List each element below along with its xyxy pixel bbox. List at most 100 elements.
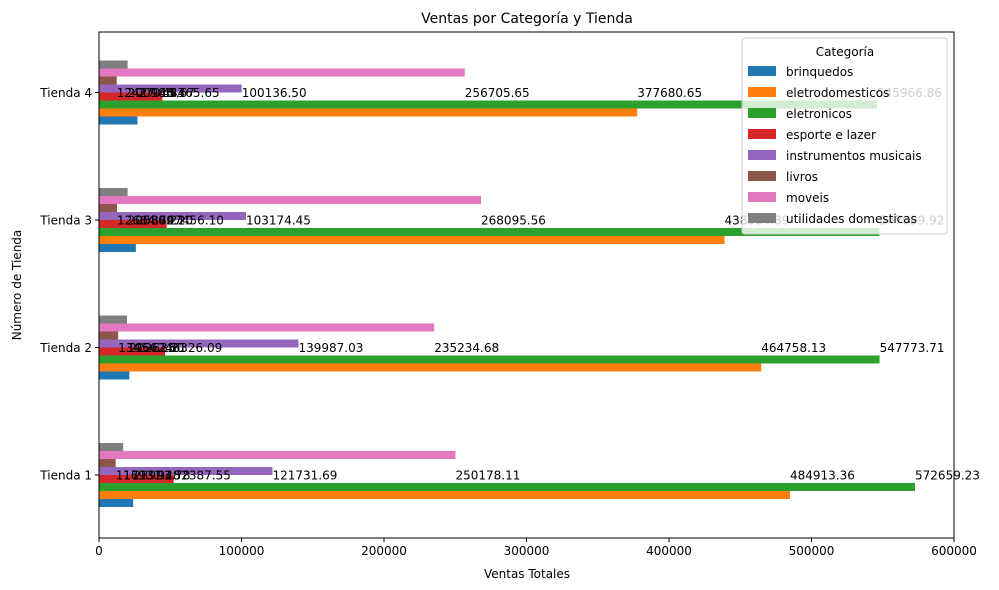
bar: [99, 84, 242, 93]
data-label: 377680.65: [637, 86, 702, 100]
x-tick-label: 0: [95, 544, 103, 558]
data-label: 23993.78: [133, 469, 190, 483]
data-label: 12427.48: [117, 86, 174, 100]
x-tick-label: 100000: [219, 544, 265, 558]
y-tick-label: Tienda 2: [39, 341, 92, 355]
bar: [99, 483, 916, 491]
bar: [99, 108, 638, 117]
x-axis-label: Ventas Totales: [484, 567, 570, 581]
bar: [99, 116, 138, 125]
bars-layer: [99, 60, 916, 507]
bar: [99, 363, 762, 372]
legend-swatch: [748, 213, 776, 223]
chart-title: Ventas por Categoría y Tienda: [421, 11, 633, 27]
legend-items: brinquedos eletrodomesticos eletronicos esp…: [748, 65, 922, 226]
bar: [99, 339, 299, 348]
bar: [99, 204, 118, 212]
data-label: 12664.70: [117, 214, 174, 228]
legend-label: eletronicos: [786, 107, 852, 121]
bar: [99, 220, 167, 228]
data-label: 11713.92: [116, 469, 173, 483]
data-label: 484913.36: [790, 469, 855, 483]
data-label: 547773.71: [880, 341, 945, 355]
bar: [99, 76, 117, 85]
legend-swatch: [748, 129, 776, 139]
bar: [99, 68, 465, 77]
bar: [99, 467, 273, 475]
data-label: 44465.65: [162, 86, 219, 100]
x-axis: 0 100000 200000 300000 400000 500000 600000: [95, 538, 977, 558]
bar: [99, 347, 166, 356]
data-label: 250178.11: [456, 469, 521, 483]
data-label: 46326.09: [165, 341, 222, 355]
bar: [99, 443, 124, 451]
data-label: 100136.50: [242, 86, 307, 100]
bar: [99, 212, 247, 220]
data-label: 21262.21: [129, 341, 186, 355]
legend-swatch: [748, 66, 776, 76]
bar: [99, 331, 119, 340]
x-tick-label: 300000: [504, 544, 550, 558]
bar: [99, 491, 791, 499]
data-label: 464758.13: [761, 341, 826, 355]
legend-label: eletrodomesticos: [786, 86, 889, 100]
data-label: 47456.10: [167, 214, 224, 228]
bar: [99, 196, 482, 204]
x-tick-label: 400000: [646, 544, 692, 558]
bar: [99, 475, 174, 483]
bar: [99, 323, 435, 332]
bar: [99, 100, 878, 109]
bar: [99, 236, 725, 244]
y-axis-label: Número de Tienda: [10, 230, 24, 341]
legend: Categoría brinquedos eletrodomesticos elet…: [741, 37, 948, 235]
legend-label: moveis: [786, 191, 829, 205]
legend-swatch: [748, 192, 776, 202]
legend-label: instrumentos musicais: [786, 149, 922, 163]
legend-swatch: [748, 87, 776, 97]
y-axis: Tienda 1 Tienda 2 Tienda 3 Tienda 4: [39, 86, 99, 483]
y-tick-label: Tienda 1: [39, 469, 92, 483]
data-label: 27015.67: [137, 86, 194, 100]
bar: [99, 459, 116, 467]
legend-swatch: [748, 171, 776, 181]
data-label: 121731.69: [272, 469, 337, 483]
data-label: 19662.60: [127, 341, 184, 355]
data-label: 20080.21: [128, 214, 185, 228]
y-tick-label: Tienda 3: [39, 214, 92, 228]
bar: [99, 499, 134, 507]
legend-swatch: [748, 150, 776, 160]
bar: [99, 315, 128, 324]
data-label: 572659.23: [915, 469, 980, 483]
data-label: 16931.48: [123, 469, 180, 483]
data-label: 13454.35: [118, 341, 175, 355]
data-labels-layer: 23993.78 21262.21 25869.20 27015.67 484913.3…: [116, 86, 980, 483]
data-label: 139987.03: [298, 341, 363, 355]
x-tick-label: 200000: [361, 544, 407, 558]
data-label: 25869.20: [136, 214, 193, 228]
bar: [99, 355, 880, 364]
legend-label: esporte e lazer: [786, 128, 876, 142]
legend-label: livros: [786, 170, 818, 184]
bar: [99, 371, 130, 380]
x-tick-label: 600000: [931, 544, 977, 558]
bar: [99, 188, 128, 196]
bar: [99, 92, 163, 101]
data-label: 20098.83: [128, 86, 185, 100]
legend-label: brinquedos: [786, 65, 853, 79]
legend-frame: [741, 37, 948, 235]
bar: [99, 60, 128, 69]
legend-title: Categoría: [816, 45, 874, 59]
bar: [99, 228, 880, 236]
data-label: 256705.65: [465, 86, 530, 100]
bar: [99, 244, 136, 252]
data-label: 235234.68: [434, 341, 499, 355]
bar: [99, 451, 456, 459]
y-tick-label: Tienda 4: [39, 86, 92, 100]
legend-label: utilidades domesticas: [786, 212, 917, 226]
data-label: 52387.55: [174, 469, 231, 483]
data-label: 103174.45: [246, 214, 311, 228]
legend-swatch: [748, 108, 776, 118]
x-tick-label: 500000: [789, 544, 835, 558]
data-label: 268095.56: [481, 214, 546, 228]
